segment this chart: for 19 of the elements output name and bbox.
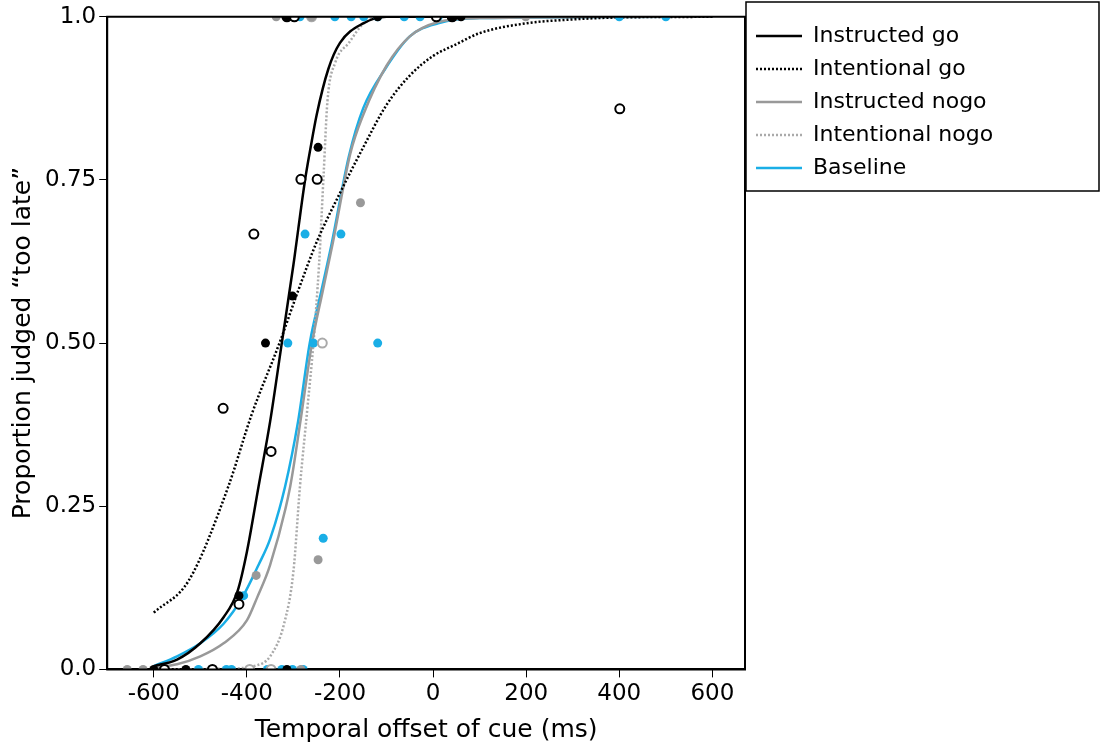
x-tick-label: -400	[220, 679, 273, 706]
x-tick-label: 200	[504, 679, 549, 706]
x-tick-label: -600	[127, 679, 180, 706]
y-axis-title: Proportion judged “too late”	[6, 166, 36, 520]
y-tick-label: 0.75	[44, 164, 97, 191]
x-axis-title: Temporal offset of cue (ms)	[253, 713, 598, 743]
y-tick-label: 0.0	[59, 654, 97, 681]
y-tick-label: 0.25	[44, 491, 97, 518]
legend-label: Intentional go	[813, 54, 966, 80]
x-tick-label: 600	[690, 679, 735, 706]
legend-label: Intentional nogo	[813, 120, 994, 146]
x-tick-label: -200	[313, 679, 367, 706]
legend-label: Baseline	[813, 153, 907, 179]
x-tick-label: 0	[425, 679, 441, 706]
y-tick-label: 1.0	[59, 1, 97, 28]
legend-label: Instructed nogo	[813, 87, 987, 113]
x-tick-label: 400	[597, 679, 642, 706]
legend-label: Instructed go	[813, 21, 960, 47]
y-tick-label: 0.50	[44, 328, 97, 355]
